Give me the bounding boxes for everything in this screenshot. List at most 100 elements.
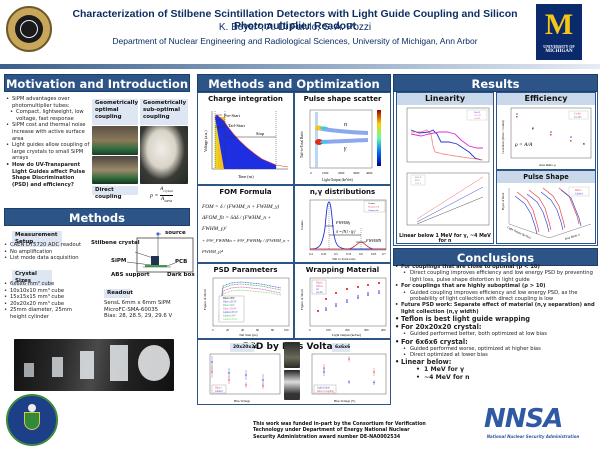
crystal-label: Stilbene crystal — [91, 240, 140, 246]
svg-text:0.45: 0.45 — [321, 252, 327, 256]
svg-text:Light Output (keVee): Light Output (keVee) — [332, 333, 361, 337]
conclusion-item: For couplings that are close to optimal … — [394, 264, 598, 271]
psd-results-title: Pulse Shape Discrimination — [497, 171, 595, 193]
scatter-density-chart: n γ 0 1000 2000 3000 4000 Light Output (… — [298, 106, 389, 184]
svg-text:200: 200 — [345, 328, 350, 332]
svg-text:28.5 V: 28.5 V — [415, 176, 422, 179]
svg-text:Tail Start (ns): Tail Start (ns) — [239, 333, 258, 337]
psd-parameters-chart: Direct 28V Direct 28.5V Direct 29V Direc… — [201, 276, 292, 338]
svg-text:0: 0 — [309, 328, 311, 332]
bias-right-label: 6x6x6 — [332, 343, 350, 352]
svg-text:0: 0 — [212, 328, 214, 332]
svg-text:Direct: Direct — [316, 282, 323, 285]
source-label: source — [165, 230, 186, 236]
linearity-caption: Linear below 1 MeV for γ, ~4 MeV for n — [399, 234, 491, 244]
linearity-spectrum-chart: Na-22 Cs-137 Co-60 — [399, 106, 492, 170]
setup-bullets: CAEN DT5720 ADC readout No amplification… — [4, 242, 94, 262]
header-divider — [0, 64, 600, 69]
label-direct-coupling: Direct coupling — [92, 186, 138, 200]
svg-text:Neutron Fit: Neutron Fit — [368, 206, 379, 209]
svg-text:Stop: Stop — [256, 131, 265, 136]
bias-photo-top — [284, 342, 300, 368]
cvt-seal-icon — [6, 6, 52, 52]
poster-header: Characterization of Stilbene Scintillati… — [0, 0, 600, 64]
svg-text:Guided: Guided — [215, 390, 223, 393]
svg-text:Area Ratio, ρ: Area Ratio, ρ — [563, 232, 581, 242]
svg-text:300: 300 — [364, 328, 369, 332]
svg-text:1000: 1000 — [322, 171, 329, 175]
ny-distribution-title: n,γ distributions — [309, 188, 376, 196]
svg-text:Time (ns): Time (ns) — [238, 174, 254, 179]
svg-text:29 V: 29 V — [415, 179, 420, 182]
bias-photo-bottom — [284, 370, 300, 400]
svg-text:Voltage (a.u.): Voltage (a.u.) — [203, 130, 208, 152]
conclusion-item: Direct optimized at lower bias — [394, 352, 598, 359]
svg-text:Counts: Counts — [368, 202, 375, 205]
svg-text:δ =⟨N⟩ -⟨γ⟩: δ =⟨N⟩ -⟨γ⟩ — [336, 229, 356, 234]
svg-text:n: n — [344, 122, 347, 128]
svg-text:0.4: 0.4 — [309, 252, 313, 256]
bias-voltage-panel: PSD by Bias Voltage 20x20x20 6x6x6 Direc… — [197, 339, 391, 405]
efficiency-panel: Efficiency Co-60 Cs-137 ρ = A/A Area Rat… — [496, 92, 596, 170]
funding-acknowledgement: This work was funded in-part by the Cons… — [253, 422, 426, 440]
nnsa-logo-icon: NNSA National Nuclear Security Administr… — [484, 404, 580, 439]
conclusion-item: Guided performed worse, optimized at hig… — [394, 346, 598, 353]
direct-coupling-photo — [92, 156, 138, 184]
conclusion-item: Guided performed better, both optimized … — [394, 331, 598, 338]
bias-left-chart: Direct Guided Bias Voltage — [200, 352, 284, 404]
fom-title: FOM Formula — [219, 188, 272, 196]
ny-distribution-chart: FWHMγ δ =⟨N⟩ -⟨γ⟩ FWHMN Counts Neutron F… — [298, 198, 389, 262]
label-suboptimal-coupling: Geometrically sub-optimal coupling — [140, 99, 188, 125]
svg-text:Bias Voltage (V): Bias Voltage (V) — [334, 399, 355, 403]
bias-right-chart: Light Guide Direct Coupling Bias Voltage… — [302, 352, 390, 404]
wrapping-material-chart: Direct Teflon Al Al-Air 0 100 200 300 40… — [298, 276, 389, 338]
svg-text:Direct: Direct — [575, 189, 582, 192]
svg-text:Direct 28.5V: Direct 28.5V — [223, 301, 237, 304]
svg-text:100: 100 — [284, 328, 289, 332]
svg-text:Al-Air: Al-Air — [316, 291, 323, 294]
setup-diagram: source Stilbene crystal SiPM PCB ABS sup… — [91, 230, 195, 280]
conclusion-item: Teflon is best light guide wrapping — [394, 315, 598, 323]
psd-parameters-panel: PSD Parameters Direct 28V Direct 28.5V D… — [197, 263, 294, 339]
conclusion-item: Direct coupling improves efficiency and … — [394, 270, 598, 283]
svg-text:29.6 V: 29.6 V — [415, 182, 422, 185]
svg-text:Co-60: Co-60 — [474, 117, 481, 120]
psd-results-panel: Pulse Shape Discrimination Direct Guided… — [496, 170, 596, 244]
charge-integration-chart: Pre-Start Tail-Start Stop Time (ns) Volt… — [202, 107, 290, 182]
department: Department of Nuclear Engineering and Ra… — [112, 36, 478, 46]
ny-distribution-panel: n,γ distributions FWHMγ δ =⟨N⟩ -⟨γ⟩ FWHM… — [294, 185, 391, 263]
svg-text:FWHMN: FWHMN — [365, 238, 382, 243]
dark-box-label: Dark box — [167, 272, 195, 278]
svg-text:Count Ratio (Direct / Guided): Count Ratio (Direct / Guided) — [502, 120, 505, 154]
doe-seal-icon — [6, 394, 58, 446]
readout-lines: SensL 6mm x 6mm SiPM MicroFC-SMA-60035 B… — [104, 300, 173, 320]
conclusion-item: Linear below: — [394, 358, 598, 366]
optimization-heading: Methods and Optimization — [197, 74, 391, 92]
svg-text:γ: γ — [344, 146, 347, 152]
svg-text:Tail to Total ratio: Tail to Total ratio — [332, 257, 356, 261]
fom-panel: FOM Formula FOM = δ / (FWHM_n + FWHM_γ) … — [197, 185, 294, 263]
charge-integration-panel: Charge integration method Pre-Start Tail… — [197, 92, 294, 185]
svg-text:Light Guide: Light Guide — [317, 387, 330, 390]
fom-formula: FOM = δ / (FWHM_n + FWHM_γ) ΔFOM_fit = δ… — [202, 204, 290, 254]
scatter-density-panel: Pulse shape scatter density n γ 0 1000 2… — [294, 92, 391, 185]
svg-text:Pre-Start: Pre-Start — [224, 113, 241, 118]
abs-support-label: ABS support — [111, 272, 150, 278]
svg-text:Co-60: Co-60 — [574, 113, 581, 116]
psd-3d-chart: Direct Guided Area Ratio, ρ Light Output… — [499, 184, 595, 243]
efficiency-title: Efficiency — [497, 93, 595, 105]
svg-text:Cs-137: Cs-137 — [574, 116, 582, 119]
optimal-coupling-photo — [92, 126, 138, 155]
svg-text:0.65: 0.65 — [371, 252, 377, 256]
svg-text:FWHMγ: FWHMγ — [335, 220, 351, 225]
suboptimal-coupling-photo — [140, 126, 188, 184]
pcb-label: PCB — [175, 259, 188, 265]
svg-text:Direct: Direct — [215, 387, 222, 390]
svg-text:ρ = A/A: ρ = A/A — [514, 142, 533, 148]
svg-text:2000: 2000 — [338, 171, 345, 175]
svg-text:Cs-137: Cs-137 — [474, 114, 482, 117]
linearity-panel: Linearity Na-22 Cs-137 Co-60 28.5 V — [396, 92, 494, 244]
svg-text:4000: 4000 — [366, 171, 373, 175]
svg-text:Al: Al — [316, 288, 319, 291]
